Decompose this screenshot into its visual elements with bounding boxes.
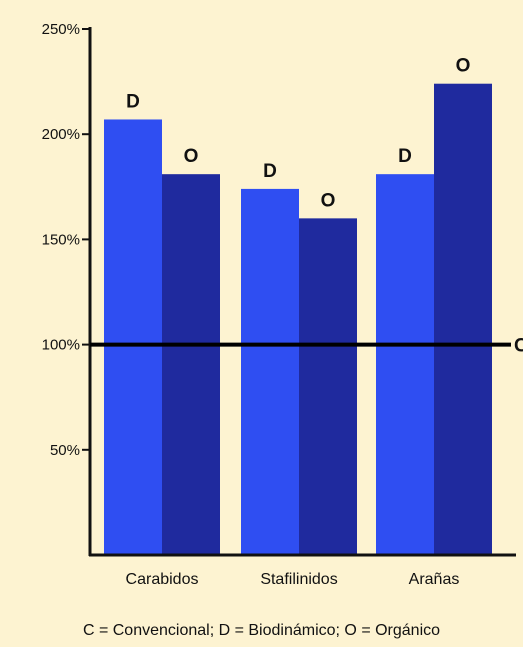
category-label: Arañas [409, 571, 460, 588]
bar-label-o-3: O [456, 56, 471, 77]
y-tick-label: 150% [42, 231, 80, 248]
labels-layer: D O Carabidos D O Stafilinidos D O Arañas 50% 100%… [42, 21, 523, 588]
bar-label-d-3: D [398, 146, 412, 167]
legend-text: C = Convencional; D = Biodinámico; O = O… [82, 622, 441, 639]
bar-o-3 [434, 83, 492, 555]
y-tick-label: 250% [42, 21, 80, 38]
bar-d-1 [104, 119, 162, 556]
bar-d-2 [241, 188, 299, 556]
bar-o-2 [299, 218, 357, 556]
bar-d-3 [376, 174, 434, 555]
reference-line-label: C [514, 336, 523, 357]
bar-label-o-2: O [321, 190, 336, 211]
category-label: Carabidos [126, 571, 199, 588]
bar-label-d-2: D [263, 161, 277, 182]
y-tick-label: 50% [50, 442, 80, 459]
y-tick-label: 200% [42, 126, 80, 143]
bar-label-o-1: O [184, 146, 199, 167]
bar-o-1 [162, 174, 220, 555]
axes-layer [82, 27, 516, 557]
y-tick-label: 100% [42, 337, 80, 354]
bar-label-d-1: D [126, 91, 140, 112]
category-label: Stafilinidos [260, 571, 337, 588]
bars-layer [104, 83, 492, 556]
